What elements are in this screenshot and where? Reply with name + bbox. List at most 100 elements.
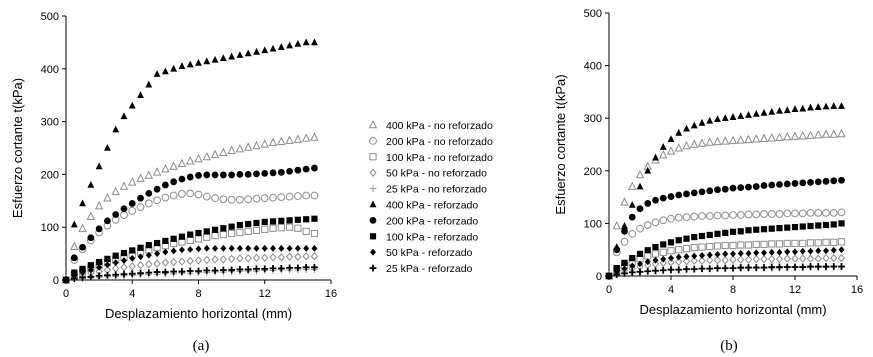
data-point	[729, 255, 737, 264]
data-point	[203, 267, 211, 274]
data-point	[760, 264, 768, 271]
data-point	[690, 265, 698, 273]
data-point	[286, 217, 293, 224]
data-point	[228, 52, 236, 60]
data-point	[783, 254, 791, 263]
data-point	[211, 255, 219, 264]
data-point	[798, 209, 807, 218]
data-point	[195, 229, 202, 237]
data-point	[822, 253, 830, 263]
data-point	[70, 254, 78, 262]
data-point	[161, 268, 169, 276]
data-point	[729, 264, 737, 272]
data-point	[628, 213, 636, 221]
data-point	[236, 244, 243, 252]
data-point	[310, 252, 319, 261]
data-point	[628, 230, 637, 238]
data-point	[194, 153, 203, 163]
data-point	[293, 134, 303, 143]
data-point	[682, 257, 691, 266]
data-point	[169, 257, 178, 267]
data-point	[829, 208, 838, 217]
data-point	[120, 263, 128, 272]
legend-label: 400 kPa - reforzado	[386, 200, 478, 212]
data-point	[311, 244, 318, 252]
data-point	[153, 259, 161, 268]
legend-item: 400 kPa - no reforzado	[368, 119, 493, 132]
data-point	[128, 200, 136, 207]
data-point	[830, 177, 838, 185]
legend-marker	[369, 185, 377, 192]
x-tick-label: 16	[851, 284, 863, 296]
legend-label: 200 kPa - no reforzado	[386, 136, 493, 148]
data-point	[286, 244, 293, 252]
data-point	[791, 239, 799, 247]
data-point	[636, 224, 644, 233]
data-point	[791, 105, 799, 113]
data-point	[261, 225, 269, 233]
data-point	[705, 212, 714, 220]
data-point	[668, 254, 674, 262]
data-point	[203, 244, 210, 252]
data-point	[96, 263, 103, 271]
data-point	[635, 169, 645, 179]
legend-item: 100 kPa - reforzado	[369, 231, 478, 243]
data-point	[822, 263, 830, 270]
series-10	[605, 263, 845, 280]
panel-label: (a)	[193, 338, 210, 354]
data-point	[652, 267, 659, 275]
data-point	[815, 222, 822, 229]
legend-marker	[369, 200, 377, 208]
data-point	[667, 258, 675, 267]
data-point	[311, 38, 318, 46]
data-point	[737, 241, 745, 249]
legend-marker	[369, 264, 377, 272]
data-point	[605, 272, 613, 280]
data-point	[161, 258, 170, 267]
data-point	[136, 203, 145, 212]
data-point	[744, 210, 753, 219]
data-point	[752, 255, 760, 264]
y-tick-label: 500	[41, 11, 59, 23]
series-9	[63, 244, 318, 284]
data-point	[620, 237, 629, 246]
data-point	[186, 189, 195, 198]
legend-label: 50 kPa - reforzado	[386, 247, 473, 259]
data-point	[285, 252, 294, 261]
panel-b: 0 4 8 12 16 0 100 200 300 400 500 Desplazamiento ho…	[553, 8, 863, 354]
data-point	[798, 130, 807, 140]
data-point	[636, 250, 644, 258]
data-point	[799, 223, 806, 230]
data-point	[768, 107, 776, 115]
data-point	[187, 245, 194, 253]
data-point	[629, 255, 636, 262]
data-point	[294, 216, 301, 223]
data-point	[170, 64, 178, 72]
data-point	[683, 190, 690, 198]
data-point	[137, 244, 144, 251]
data-point	[79, 243, 86, 251]
data-point	[721, 264, 729, 272]
legend-marker	[369, 137, 377, 145]
data-point	[752, 183, 760, 190]
data-point	[212, 244, 219, 252]
data-point	[203, 228, 210, 235]
data-point	[667, 135, 675, 143]
data-point	[128, 101, 136, 109]
data-point	[153, 185, 161, 193]
data-point	[721, 185, 729, 193]
data-point	[120, 270, 128, 278]
data-point	[837, 253, 846, 263]
x-tick-label: 0	[606, 284, 612, 296]
data-point	[814, 129, 823, 139]
legend-label: 100 kPa - no reforzado	[386, 152, 493, 164]
data-point	[119, 181, 129, 190]
data-point	[613, 271, 621, 278]
data-point	[660, 241, 667, 248]
data-point	[628, 200, 636, 208]
data-point	[814, 178, 822, 186]
data-point	[195, 172, 202, 179]
legend-label: 200 kPa - reforzado	[386, 215, 478, 227]
data-point	[162, 237, 169, 245]
data-point	[814, 103, 822, 110]
